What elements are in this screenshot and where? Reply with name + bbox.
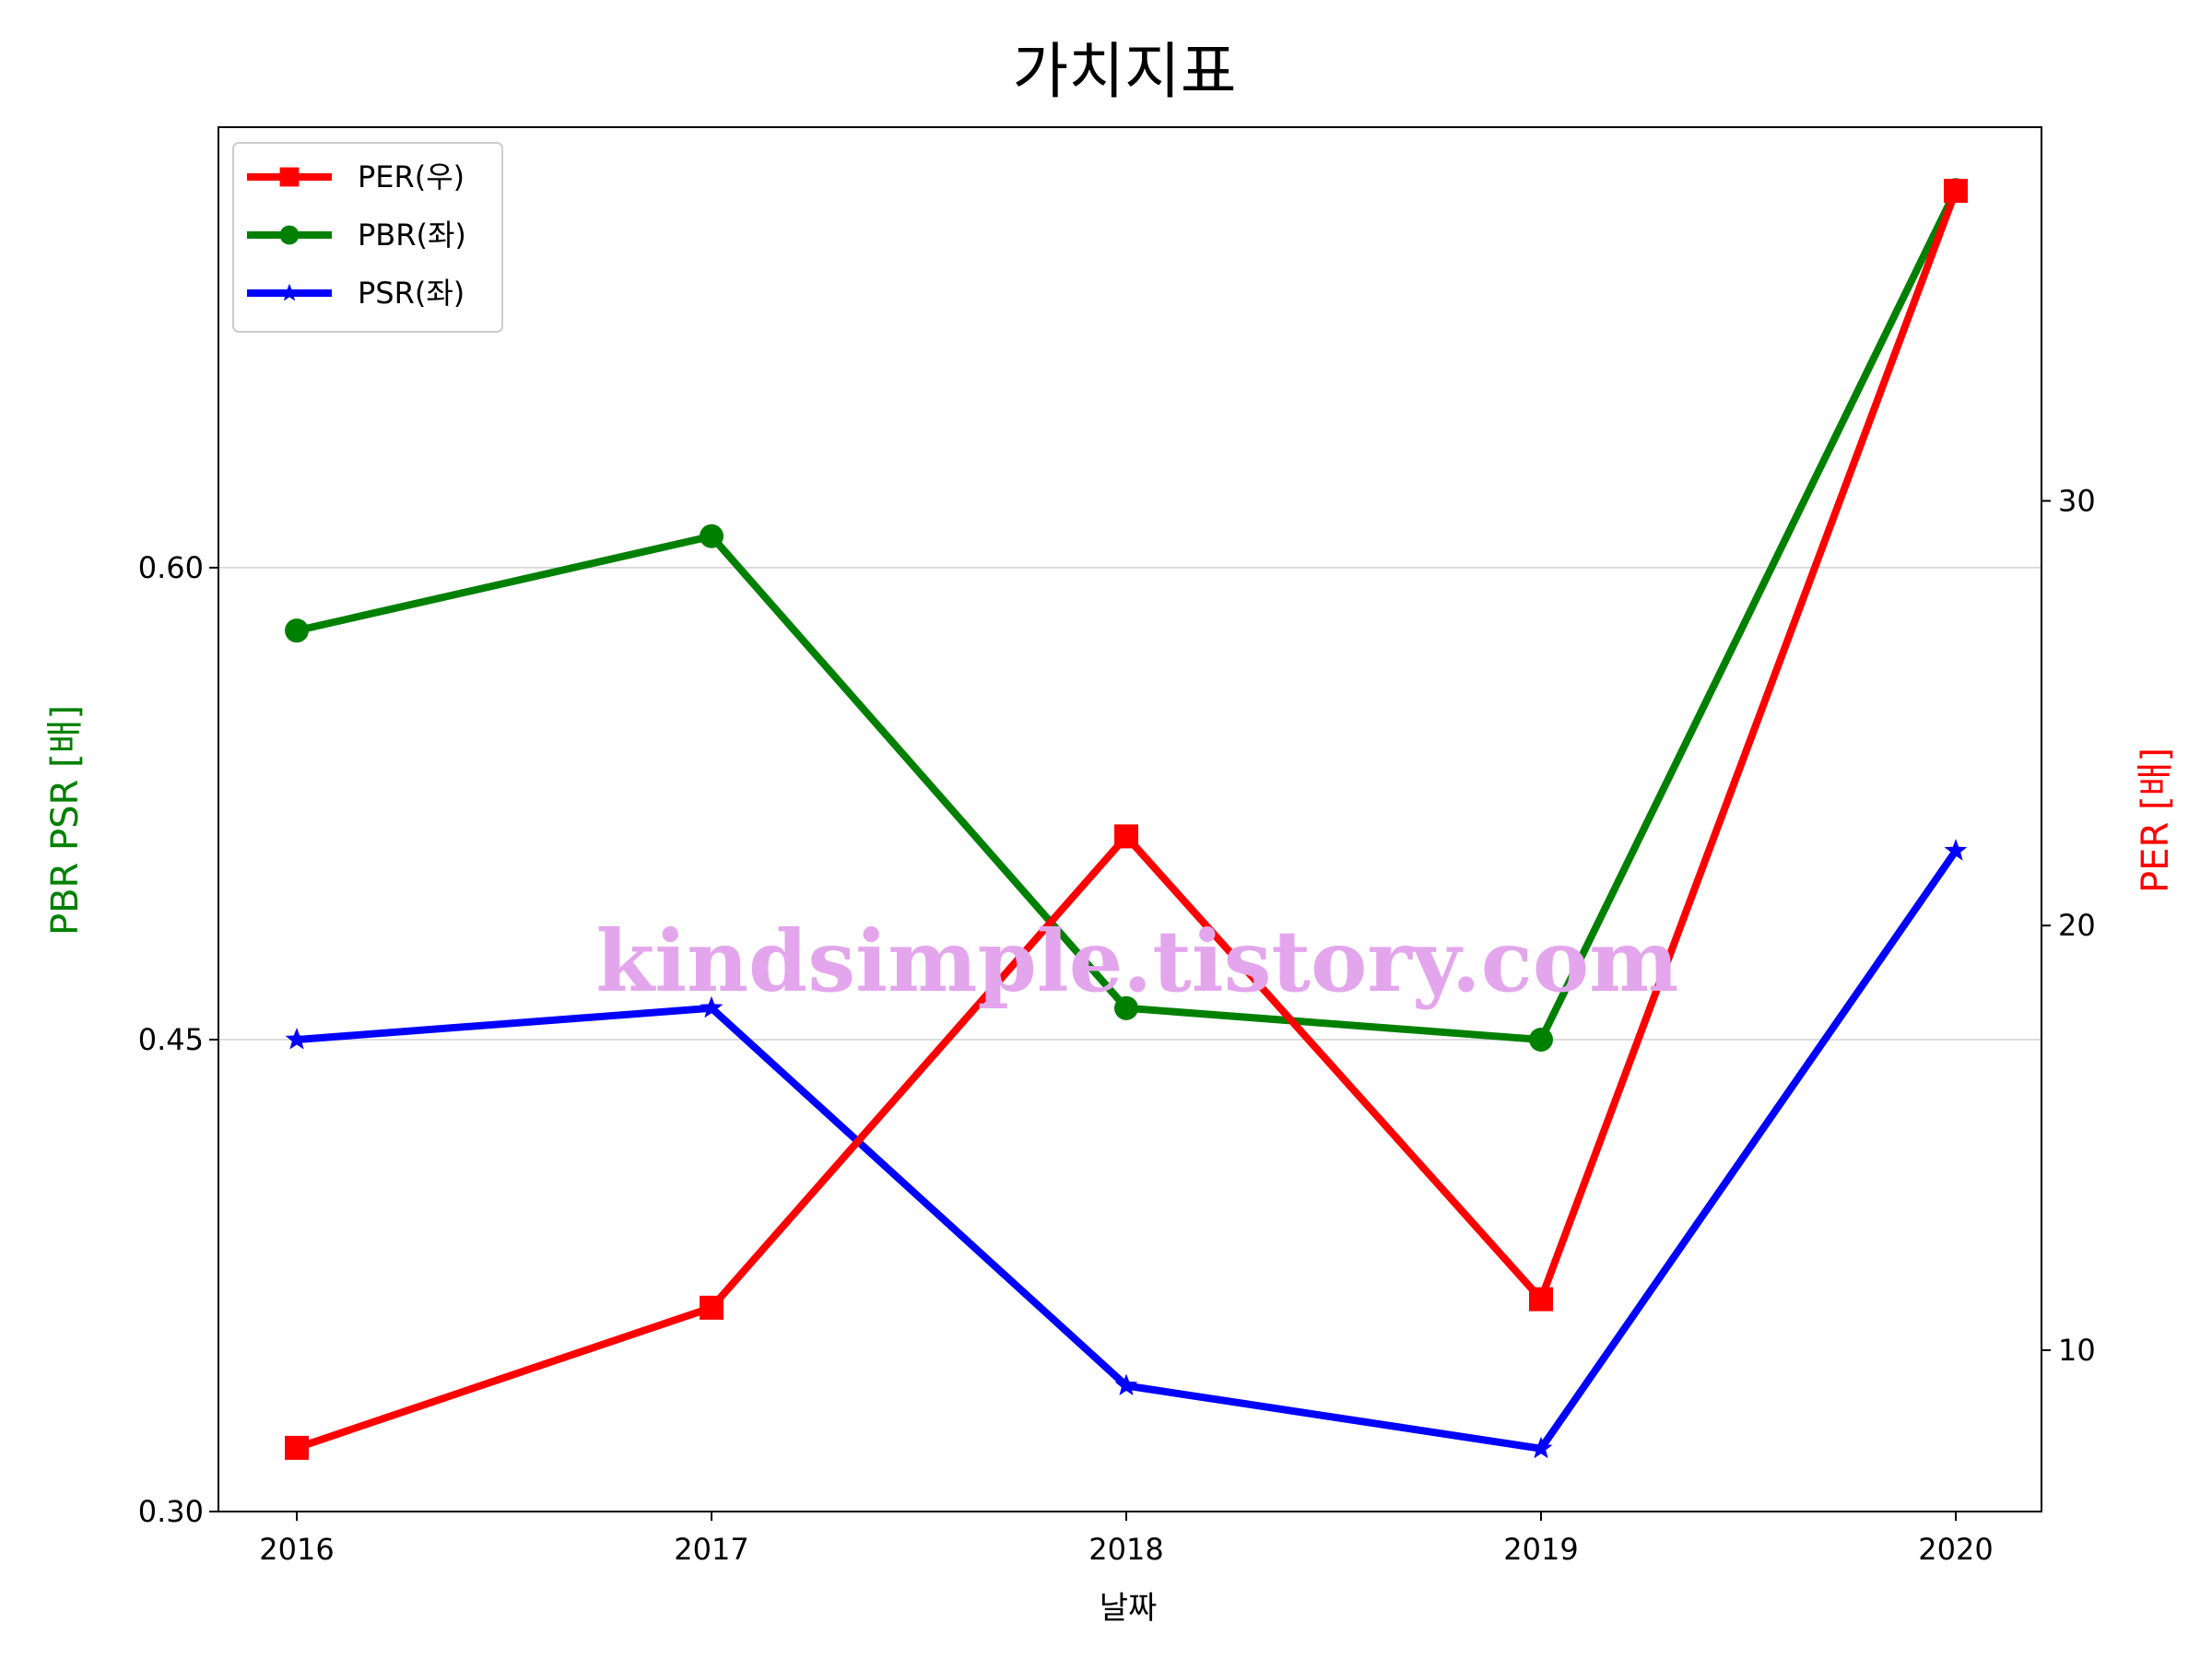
legend-box — [232, 142, 503, 333]
series-square — [285, 179, 1968, 1460]
data-point-square — [1944, 179, 1968, 204]
legend-label: PSR(좌) — [358, 276, 465, 311]
legend-label: PER(우) — [358, 159, 465, 194]
data-point-square — [285, 1435, 309, 1460]
x-tick-label: 2017 — [674, 1532, 748, 1567]
y-left-tick-label: 0.60 — [138, 550, 204, 585]
y-left-tick-label: 0.45 — [138, 1022, 204, 1057]
legend-label: PBR(좌) — [358, 218, 466, 253]
y-right-axis-label: PER [배] — [2135, 747, 2177, 893]
y-right-tick-label: 10 — [2058, 1333, 2096, 1368]
data-point-star — [285, 1028, 309, 1050]
y-left-tick-label: 0.30 — [138, 1494, 204, 1529]
data-point-square — [1529, 1287, 1553, 1312]
y-left-axis-label: PBR PSR [배] — [44, 705, 87, 935]
x-axis-label: 날짜 — [1100, 1590, 1158, 1627]
data-point-circle — [700, 524, 724, 548]
y-right-tick-label: 30 — [2058, 483, 2096, 518]
data-point-circle — [285, 618, 309, 643]
watermark: kindsimple.tistory.com — [595, 912, 1678, 1011]
data-point-circle — [1114, 995, 1138, 1020]
axes: 0.30 0.45 0.60 10 20 30 2016 2017 2018 2019 2020 — [138, 483, 2096, 1567]
x-tick-label: 2019 — [1503, 1532, 1578, 1567]
y-right-tick-label: 20 — [2058, 908, 2096, 943]
x-tick-label: 2016 — [259, 1532, 334, 1567]
data-point-star — [1944, 839, 1968, 861]
data-point-star — [700, 995, 724, 1018]
data-point-star — [1529, 1436, 1553, 1459]
data-point-circle — [1529, 1027, 1553, 1052]
data-point-square — [279, 167, 300, 187]
data-point-star — [280, 283, 299, 301]
data-point-square — [1114, 824, 1138, 849]
data-point-square — [700, 1295, 724, 1320]
plot-frame — [218, 126, 2042, 1512]
x-tick-label: 2020 — [1918, 1532, 1993, 1567]
legend: PER(우) PBR(좌) PSR(좌) — [232, 142, 503, 333]
data-point-circle — [279, 225, 300, 245]
series-star — [285, 839, 1968, 1459]
chart-title: 가치지표 — [1013, 36, 1237, 107]
data-point-star — [1114, 1373, 1138, 1395]
x-tick-label: 2018 — [1088, 1532, 1163, 1567]
series-layer — [285, 178, 1968, 1460]
